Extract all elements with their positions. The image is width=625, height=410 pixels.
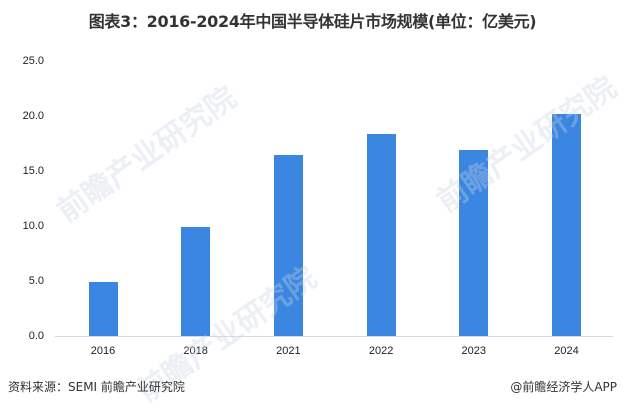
bar-2023	[459, 150, 489, 336]
y-tick-label: 20.0	[22, 110, 44, 122]
y-tick-label: 10.0	[22, 220, 44, 232]
x-tick-label: 2023	[461, 345, 487, 357]
credit-note: @前瞻经济学人APP	[510, 380, 617, 394]
source-note: 资料来源：SEMI 前瞻产业研究院	[8, 380, 185, 394]
bar-2024	[552, 113, 581, 336]
y-tick-label: 15.0	[22, 165, 44, 177]
bar-2016	[88, 282, 118, 336]
x-tick-label: 2022	[368, 345, 394, 357]
bar-2018	[181, 227, 211, 336]
x-tick-label: 2021	[276, 345, 301, 357]
y-tick-label: 0.0	[28, 330, 44, 342]
x-axis-line	[55, 336, 613, 337]
bar-chart: 0.0 5.0 10.0 15.0 20.0 25.0 2016 2018 2021 2022 2…	[22, 55, 613, 357]
y-tick-label: 25.0	[22, 55, 44, 67]
x-tick-label: 2016	[90, 345, 116, 357]
bar-2021	[273, 154, 303, 336]
x-tick-label: 2024	[554, 345, 579, 357]
chart-title: 图表3：2016-2024年中国半导体硅片市场规模(单位：亿美元)	[88, 12, 537, 31]
x-tick-label: 2018	[183, 345, 208, 357]
y-tick-label: 5.0	[28, 275, 44, 287]
bar-2022	[366, 133, 396, 336]
